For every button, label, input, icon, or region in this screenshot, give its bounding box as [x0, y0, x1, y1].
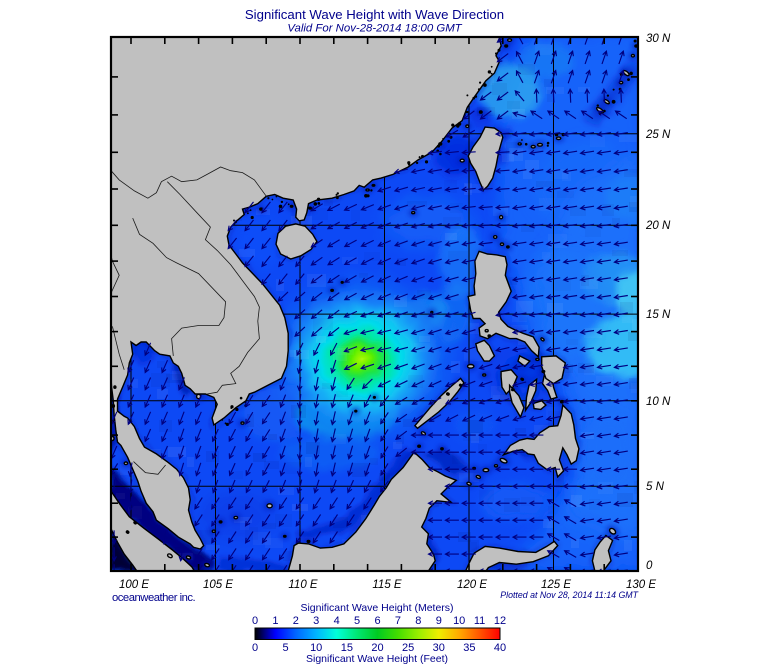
svg-text:12: 12 [494, 615, 506, 627]
svg-text:110 E: 110 E [288, 579, 318, 591]
svg-text:0: 0 [646, 560, 653, 572]
svg-text:4: 4 [334, 615, 340, 627]
svg-text:30: 30 [433, 642, 445, 654]
svg-text:10: 10 [453, 615, 465, 627]
svg-text:105 E: 105 E [203, 579, 233, 591]
svg-text:6: 6 [374, 615, 380, 627]
svg-text:30 N: 30 N [646, 33, 671, 45]
svg-text:Significant Wave Height with W: Significant Wave Height with Wave Direct… [245, 7, 504, 22]
svg-text:10: 10 [310, 642, 322, 654]
svg-text:Significant Wave Height (Meter: Significant Wave Height (Meters) [300, 602, 453, 614]
svg-text:40: 40 [494, 642, 506, 654]
svg-text:5: 5 [354, 615, 360, 627]
svg-text:35: 35 [463, 642, 475, 654]
svg-text:125 E: 125 E [541, 579, 571, 591]
svg-text:11: 11 [474, 615, 485, 627]
svg-text:20 N: 20 N [645, 220, 671, 232]
svg-text:5 N: 5 N [646, 481, 665, 493]
svg-text:7: 7 [395, 615, 401, 627]
svg-text:Plotted at Nov 28, 2014 11:14: Plotted at Nov 28, 2014 11:14 GMT [500, 590, 638, 600]
svg-text:2: 2 [293, 615, 299, 627]
svg-text:25 N: 25 N [645, 129, 671, 141]
svg-text:120 E: 120 E [457, 579, 487, 591]
svg-text:115 E: 115 E [372, 579, 402, 591]
svg-text:3: 3 [313, 615, 319, 627]
svg-text:25: 25 [402, 642, 414, 654]
svg-text:1: 1 [272, 615, 278, 627]
svg-text:15: 15 [341, 642, 353, 654]
svg-text:0: 0 [252, 615, 258, 627]
svg-text:100 E: 100 E [119, 579, 149, 591]
svg-text:10 N: 10 N [646, 396, 671, 408]
svg-text:oceanweather inc.: oceanweather inc. [112, 592, 196, 604]
svg-text:8: 8 [415, 615, 421, 627]
svg-text:15 N: 15 N [646, 309, 671, 321]
svg-text:Significant Wave Height (Feet): Significant Wave Height (Feet) [306, 653, 448, 665]
svg-text:0: 0 [252, 642, 258, 654]
svg-text:Valid For Nov-28-2014 18:00 GM: Valid For Nov-28-2014 18:00 GMT [287, 23, 462, 35]
svg-text:20: 20 [371, 642, 383, 654]
svg-text:9: 9 [436, 615, 442, 627]
svg-text:130 E: 130 E [626, 579, 656, 591]
svg-text:5: 5 [283, 642, 289, 654]
